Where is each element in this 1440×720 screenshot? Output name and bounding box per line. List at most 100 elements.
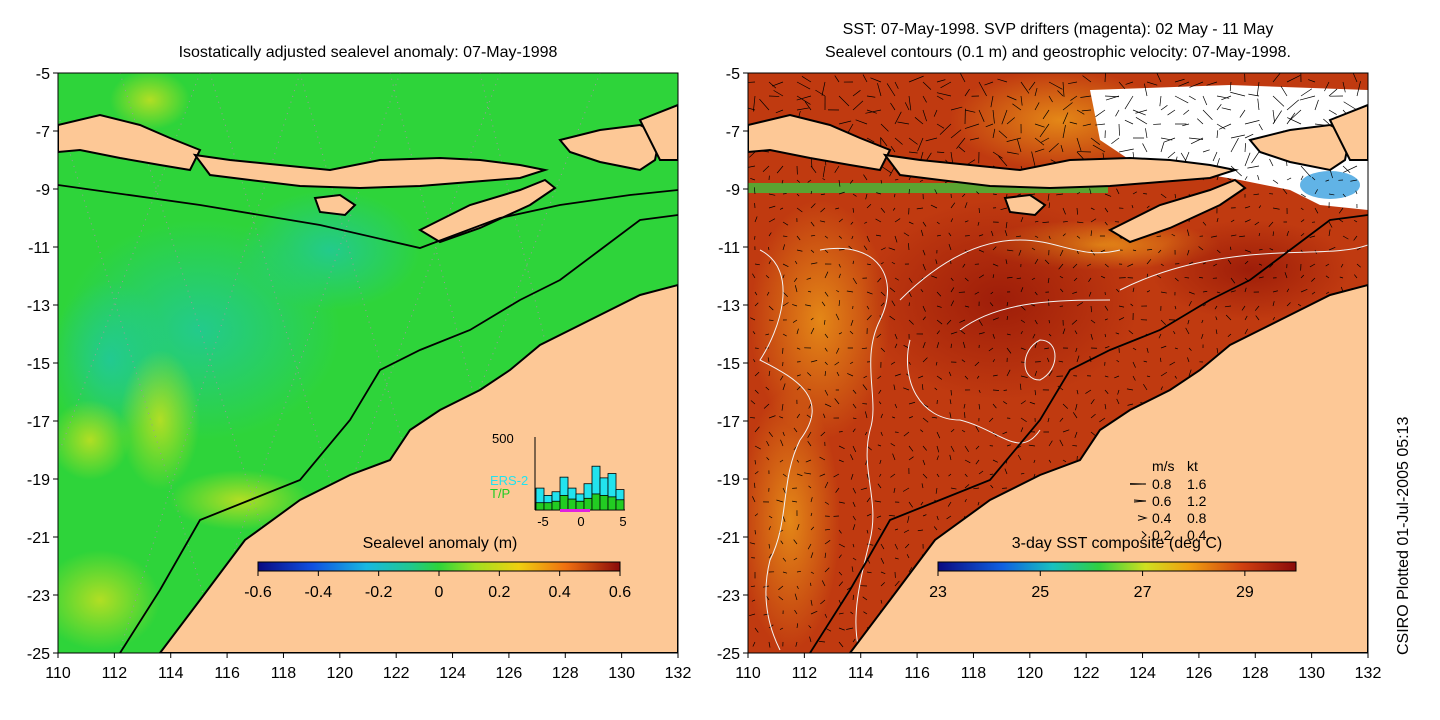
velocity-arrow <box>1006 347 1012 354</box>
x-tick-label: 118 <box>271 665 297 682</box>
velocity-arrow <box>792 500 798 503</box>
velocity-arrow <box>1201 319 1204 324</box>
velocity-arrow <box>1213 263 1218 267</box>
velocity-arrow <box>1104 318 1108 321</box>
velocity-arrow <box>850 221 854 225</box>
velocity-arrow <box>810 203 816 209</box>
velocity-arrow <box>1130 303 1134 307</box>
velocity-arrow <box>1255 315 1260 321</box>
velocity-arrow <box>1309 263 1316 268</box>
velocity-arrow <box>864 221 868 224</box>
velocity-arrow <box>1076 235 1081 239</box>
velocity-arrow <box>1104 73 1106 83</box>
y-tick-label: -7 <box>726 124 740 141</box>
velocity-arrow <box>793 427 798 433</box>
y-tick-label: -9 <box>36 182 50 199</box>
velocity-arrow <box>1182 123 1190 127</box>
velocity-arrow <box>1196 118 1204 125</box>
velocity-arrow <box>908 319 914 325</box>
velocity-arrow <box>950 300 955 307</box>
velocity-arrow <box>1143 360 1148 363</box>
velocity-arrow <box>1124 119 1134 125</box>
velocity-arrow <box>852 417 857 420</box>
velocity-arrow <box>1020 305 1026 311</box>
velocity-arrow <box>1132 287 1135 293</box>
velocity-arrow <box>1201 333 1204 339</box>
small-islands-northeast <box>558 123 662 172</box>
sumba-island <box>313 193 357 217</box>
velocity-arrow <box>1286 288 1290 293</box>
velocity-arrow <box>969 137 980 141</box>
y-tick-label: -17 <box>717 414 740 431</box>
velocity-arrow <box>838 300 841 307</box>
velocity-arrow <box>936 92 952 97</box>
velocity-arrow <box>876 515 882 518</box>
velocity-arrow <box>922 459 926 466</box>
y-tick-label: -17 <box>27 414 50 431</box>
velocity-arrow <box>782 244 786 251</box>
velocity-arrow <box>976 375 980 379</box>
velocity-arrow <box>806 414 812 419</box>
velocity-arrow <box>1244 152 1251 167</box>
velocity-arrow <box>1033 473 1036 478</box>
velocity-arrow <box>989 473 994 476</box>
velocity-arrow <box>908 221 914 225</box>
velocity-arrow <box>1311 291 1316 295</box>
timor-island <box>417 178 557 244</box>
small-islands-east <box>638 103 678 161</box>
velocity-arrow <box>978 319 983 326</box>
velocity-arrow <box>1076 151 1085 160</box>
x-tick-label: 114 <box>158 665 184 682</box>
velocity-arrow <box>1020 417 1027 423</box>
velocity-arrow <box>1230 290 1236 293</box>
velocity-arrow <box>989 302 994 307</box>
velocity-arrow <box>1227 333 1232 337</box>
velocity-arrow <box>1253 193 1260 196</box>
velocity-arrow <box>936 455 939 461</box>
velocity-arrow <box>824 371 827 377</box>
velocity-arrow <box>1031 247 1036 251</box>
velocity-arrow <box>922 445 927 451</box>
velocity-arrow <box>950 151 954 165</box>
velocity-arrow <box>1328 88 1338 97</box>
velocity-arrow <box>1202 109 1213 120</box>
velocity-arrow <box>992 389 999 391</box>
velocity-arrow <box>1244 176 1248 181</box>
velocity-arrow <box>750 585 756 588</box>
velocity-arrow <box>1033 459 1036 464</box>
left-map-panel: Isostatically adjusted sealevel anomaly:… <box>27 44 692 682</box>
velocity-arrow <box>754 471 759 475</box>
velocity-arrow <box>992 193 997 195</box>
velocity-arrow <box>820 431 826 437</box>
velocity-arrow <box>796 570 802 573</box>
velocity-arrow <box>1090 319 1096 324</box>
velocity-arrow <box>863 245 868 251</box>
velocity-arrow <box>1029 401 1036 405</box>
velocity-arrow <box>908 416 913 419</box>
velocity-legend-header-kt: kt <box>1187 458 1198 474</box>
sealevel-colorbar-ticks: -0.6 -0.4 -0.2 0 0.2 0.4 0.6 <box>244 571 631 601</box>
velocity-arrow <box>933 526 938 531</box>
velocity-arrow <box>1118 81 1126 90</box>
velocity-arrow <box>940 81 952 89</box>
velocity-arrow <box>766 291 770 296</box>
velocity-arrow <box>1062 124 1066 139</box>
velocity-arrow <box>1251 151 1260 164</box>
velocity-arrow <box>1018 249 1022 256</box>
velocity-arrow <box>990 291 994 295</box>
velocity-arrow <box>962 263 966 268</box>
small-islands-east <box>1328 103 1368 161</box>
velocity-arrow <box>892 453 896 461</box>
velocity-arrow <box>964 445 969 453</box>
velocity-arrow <box>807 441 812 447</box>
velocity-arrow <box>1062 81 1065 97</box>
velocity-arrow <box>821 301 826 307</box>
velocity-arrow <box>796 193 800 197</box>
velocity-arrow <box>1080 95 1092 98</box>
velocity-arrow <box>1248 93 1260 97</box>
velocity-arrow <box>1239 109 1246 118</box>
velocity-arrow <box>1090 333 1093 340</box>
velocity-arrow <box>997 78 1008 83</box>
velocity-arrow <box>1188 300 1192 307</box>
velocity-arrow <box>1300 219 1305 223</box>
